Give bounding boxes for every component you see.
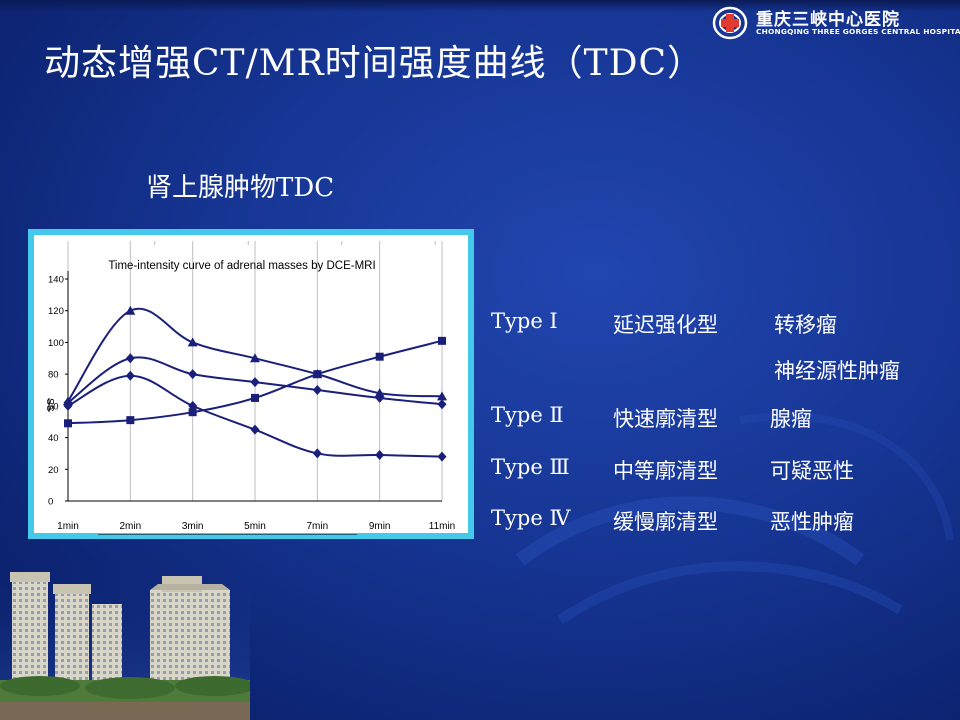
y-tick-label: 0 — [48, 497, 53, 508]
y-tick-label: 20 — [48, 465, 59, 476]
type-3-desc: 中等廓清型 — [613, 459, 718, 483]
series-2-diamond-marker — [375, 392, 385, 403]
series-3-diamond-marker — [125, 370, 135, 381]
type-4-desc: 缓慢廓清型 — [613, 510, 718, 534]
x-tick-label: 1min — [57, 521, 79, 532]
y-tick-label: 140 — [48, 275, 64, 286]
y-tick-label: 100 — [48, 338, 64, 349]
hospital-buildings-image — [0, 562, 250, 720]
hospital-cross-icon — [712, 6, 748, 40]
y-tick-label: 120 — [48, 306, 64, 317]
series-3-diamond-marker — [375, 450, 385, 461]
hospital-name-en: CHONGQING THREE GORGES CENTRAL HOSPITAL — [756, 27, 960, 36]
series-3-diamond-marker — [437, 451, 447, 462]
chart-title: Time-intensity curve of adrenal masses b… — [108, 260, 375, 272]
series-4-square-marker — [313, 370, 322, 379]
x-tick-label: 3min — [182, 521, 204, 532]
series-1-triangle-marker — [437, 391, 447, 401]
type-1-disease-2: 神经源性肿瘤 — [774, 359, 900, 383]
series-2-diamond-marker — [250, 377, 260, 388]
x-tick-label: 7min — [306, 521, 328, 532]
chart-inner-border — [32, 233, 470, 535]
type-2-label: Type Ⅱ — [491, 403, 564, 427]
type-2-desc: 快速廓清型 — [613, 407, 718, 431]
series-1-triangle-marker — [187, 337, 198, 347]
hospital-name-cn: 重庆三峡中心医院 — [756, 10, 900, 30]
series-4-square-marker — [438, 336, 446, 345]
series-3-diamond-marker — [63, 400, 73, 411]
series-1-triangle-marker — [374, 388, 385, 398]
series-4-square-marker — [188, 408, 197, 417]
type-4-disease: 恶性肿瘤 — [770, 510, 854, 534]
y-tick-label: 40 — [48, 433, 59, 444]
y-tick-label: 60 — [48, 401, 59, 412]
series-2-diamond-marker — [125, 353, 135, 364]
type-1-label: Type Ⅰ — [491, 309, 558, 333]
series-4-square-marker — [251, 393, 259, 402]
type-1-disease-1: 转移瘤 — [774, 313, 837, 337]
series-1-triangle-marker — [125, 305, 136, 315]
series-3-diamond-marker — [312, 448, 322, 459]
x-tick-label: 11min — [429, 521, 456, 532]
series-4-square-marker — [375, 352, 384, 361]
type-2-disease: 腺瘤 — [770, 407, 812, 431]
chart-background — [32, 233, 470, 535]
series-2-diamond-marker — [188, 369, 198, 380]
type-3-disease: 可疑恶性 — [770, 459, 854, 483]
slide-title: 动态增强CT/MR时间强度曲线（TDC） — [44, 43, 705, 84]
x-tick-label: 2min — [119, 521, 141, 532]
series-1-triangle-marker — [250, 353, 260, 363]
tdc-chart: 0 20 40 60 80 100 120 140 SS 1min 2min 3min 5min 7min… — [32, 233, 470, 535]
series-4-square-marker — [64, 419, 72, 428]
y-tick-label: 80 — [48, 370, 59, 381]
type-4-label: Type Ⅳ — [491, 506, 571, 530]
series-2-diamond-marker — [437, 399, 447, 410]
type-1-desc: 延迟强化型 — [613, 313, 718, 337]
chart-frame: 0 20 40 60 80 100 120 140 SS 1min 2min 3min 5min 7min… — [28, 229, 474, 539]
x-tick-label: 5min — [244, 521, 266, 532]
chart-subtitle: 肾上腺肿物TDC — [146, 173, 335, 203]
x-tick-label: 9min — [369, 521, 391, 532]
series-4-square-marker — [126, 416, 135, 425]
series-2-diamond-marker — [312, 385, 322, 395]
y-axis-label: SS — [46, 398, 57, 412]
hospital-logo: 重庆三峡中心医院 CHONGQING THREE GORGES CENTRAL … — [712, 4, 960, 42]
header-band — [0, 0, 960, 12]
type-3-label: Type Ⅲ — [491, 455, 570, 479]
series-3-diamond-marker — [250, 424, 260, 435]
